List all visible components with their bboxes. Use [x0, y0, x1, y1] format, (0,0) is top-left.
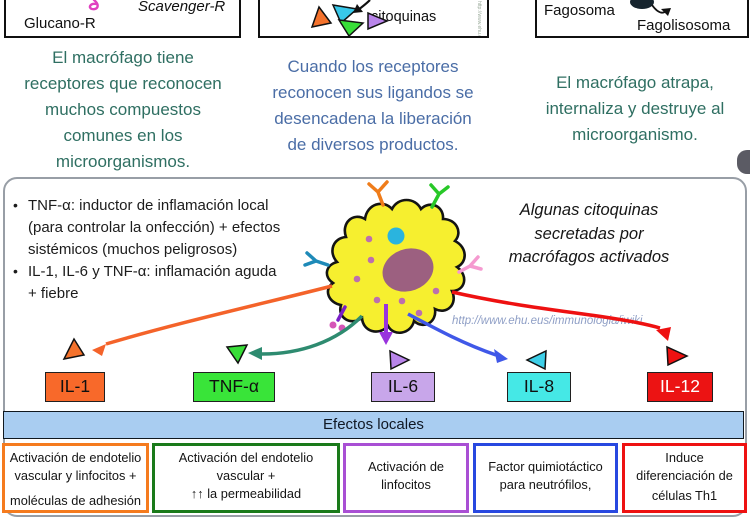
paragraph-line: comunes en los [63, 126, 183, 145]
paragraph-line: reconocen sus ligandos se [272, 83, 474, 102]
effect-line: vascular + [216, 468, 276, 483]
bullet-list: • TNF-α: inductor de inflamación local (… [10, 195, 345, 305]
page-edge-tab [737, 150, 750, 174]
caption-line: secretadas por [534, 224, 644, 243]
effect-line: ↑↑ la permeabilidad [190, 486, 302, 501]
paragraph-line: desencadena la liberación [274, 109, 472, 128]
box-side-watermark: http://www.ehu.eus/immunologia/iwiki [476, 1, 482, 36]
effect-box-il12: Induce diferenciación de células Th1 [622, 443, 747, 513]
bullet-line: + fiebre [28, 285, 79, 302]
effect-line: Induce [665, 450, 704, 465]
paragraph-line: internaliza y destruye al [545, 99, 725, 118]
bullet-item: • TNF-α: inductor de inflamación local (… [10, 195, 345, 261]
fagosoma-label: Fagosoma [544, 2, 615, 19]
paragraph-line: de diversos productos. [287, 135, 459, 154]
paragraph-line: El macrófago atrapa, [556, 73, 714, 92]
effects-header-bar: Efectos locales [3, 411, 744, 439]
effect-line: para neutrófilos, [499, 477, 592, 492]
watermark-url: http://www.ehu.eus/immunologia/iwiki [452, 315, 643, 327]
cytokine-box-il8: IL-8 [507, 372, 571, 402]
bullet-item: • IL-1, IL-6 y TNF-α: inflamación aguda … [10, 261, 345, 305]
effect-line: vascular y linfocitos + [14, 468, 137, 483]
paragraph-line: El macrófago tiene [52, 48, 194, 67]
bullet-line: (para controlar la onfección) + efectos [28, 219, 281, 236]
effect-box-il8: Factor quimiotáctico para neutrófilos, [473, 443, 618, 513]
effect-line: Activación de [367, 459, 445, 474]
effect-line: Activación de endotelio [9, 450, 142, 465]
effect-box-il6: Activación de linfocitos [343, 443, 469, 513]
bullet-line: sistémicos (muchos peligrosos) [28, 241, 238, 258]
effect-line: diferenciación de [636, 468, 733, 483]
secreted-cytokines-caption: Algunas citoquinas secretadas por macróf… [478, 199, 700, 270]
effect-line: linfocitos [381, 477, 431, 492]
effect-box-il1: Activación de endotelio vascular y linfo… [2, 443, 149, 513]
effect-box-tnfa: Activación del endotelio vascular + ↑↑ l… [152, 443, 340, 513]
cytokine-box-il12: IL-12 [647, 372, 713, 402]
paragraph-line: muchos compuestos [45, 100, 201, 119]
paragraph-line: microorganismos. [55, 152, 191, 171]
cytokine-box-il1: IL-1 [45, 372, 105, 402]
caption-line: macrófagos activados [508, 248, 670, 266]
receptor-box [4, 0, 241, 38]
bullet-line: IL-1, IL-6 y TNF-α: inflamación aguda [28, 263, 277, 280]
release-paragraph: Cuando los receptores reconocen sus liga… [250, 54, 496, 158]
fagolisosoma-label: Fagolisosoma [637, 17, 731, 34]
bullet-line: TNF-α: inductor de inflamación local [28, 197, 269, 214]
caption-line: Algunas citoquinas [519, 201, 659, 219]
paragraph-line: microorganismo. [572, 125, 698, 144]
cytokine-box-tnfa: TNF-α [193, 372, 275, 402]
citoquinas-label: citoquinas [371, 9, 437, 25]
effect-line: Factor quimiotáctico [488, 459, 603, 474]
cytokine-box-il6: IL-6 [371, 372, 435, 402]
bullet-marker: • [13, 197, 18, 213]
scavenger-r-label: Scavenger-R [138, 0, 226, 15]
glucano-r-label: Glucano-R [24, 15, 96, 32]
paragraph-line: receptores que reconocen [24, 74, 222, 93]
receptor-paragraph: El macrófago tiene receptores que recono… [2, 45, 244, 175]
effect-line: células Th1 [651, 488, 718, 503]
bullet-marker: • [13, 263, 18, 279]
effect-line: moléculas de adhesión [10, 493, 141, 508]
paragraph-line: Cuando los receptores [287, 57, 459, 76]
phagocytosis-paragraph: El macrófago atrapa, internaliza y destr… [520, 70, 750, 148]
effect-line: Activación del endotelio [178, 450, 314, 465]
